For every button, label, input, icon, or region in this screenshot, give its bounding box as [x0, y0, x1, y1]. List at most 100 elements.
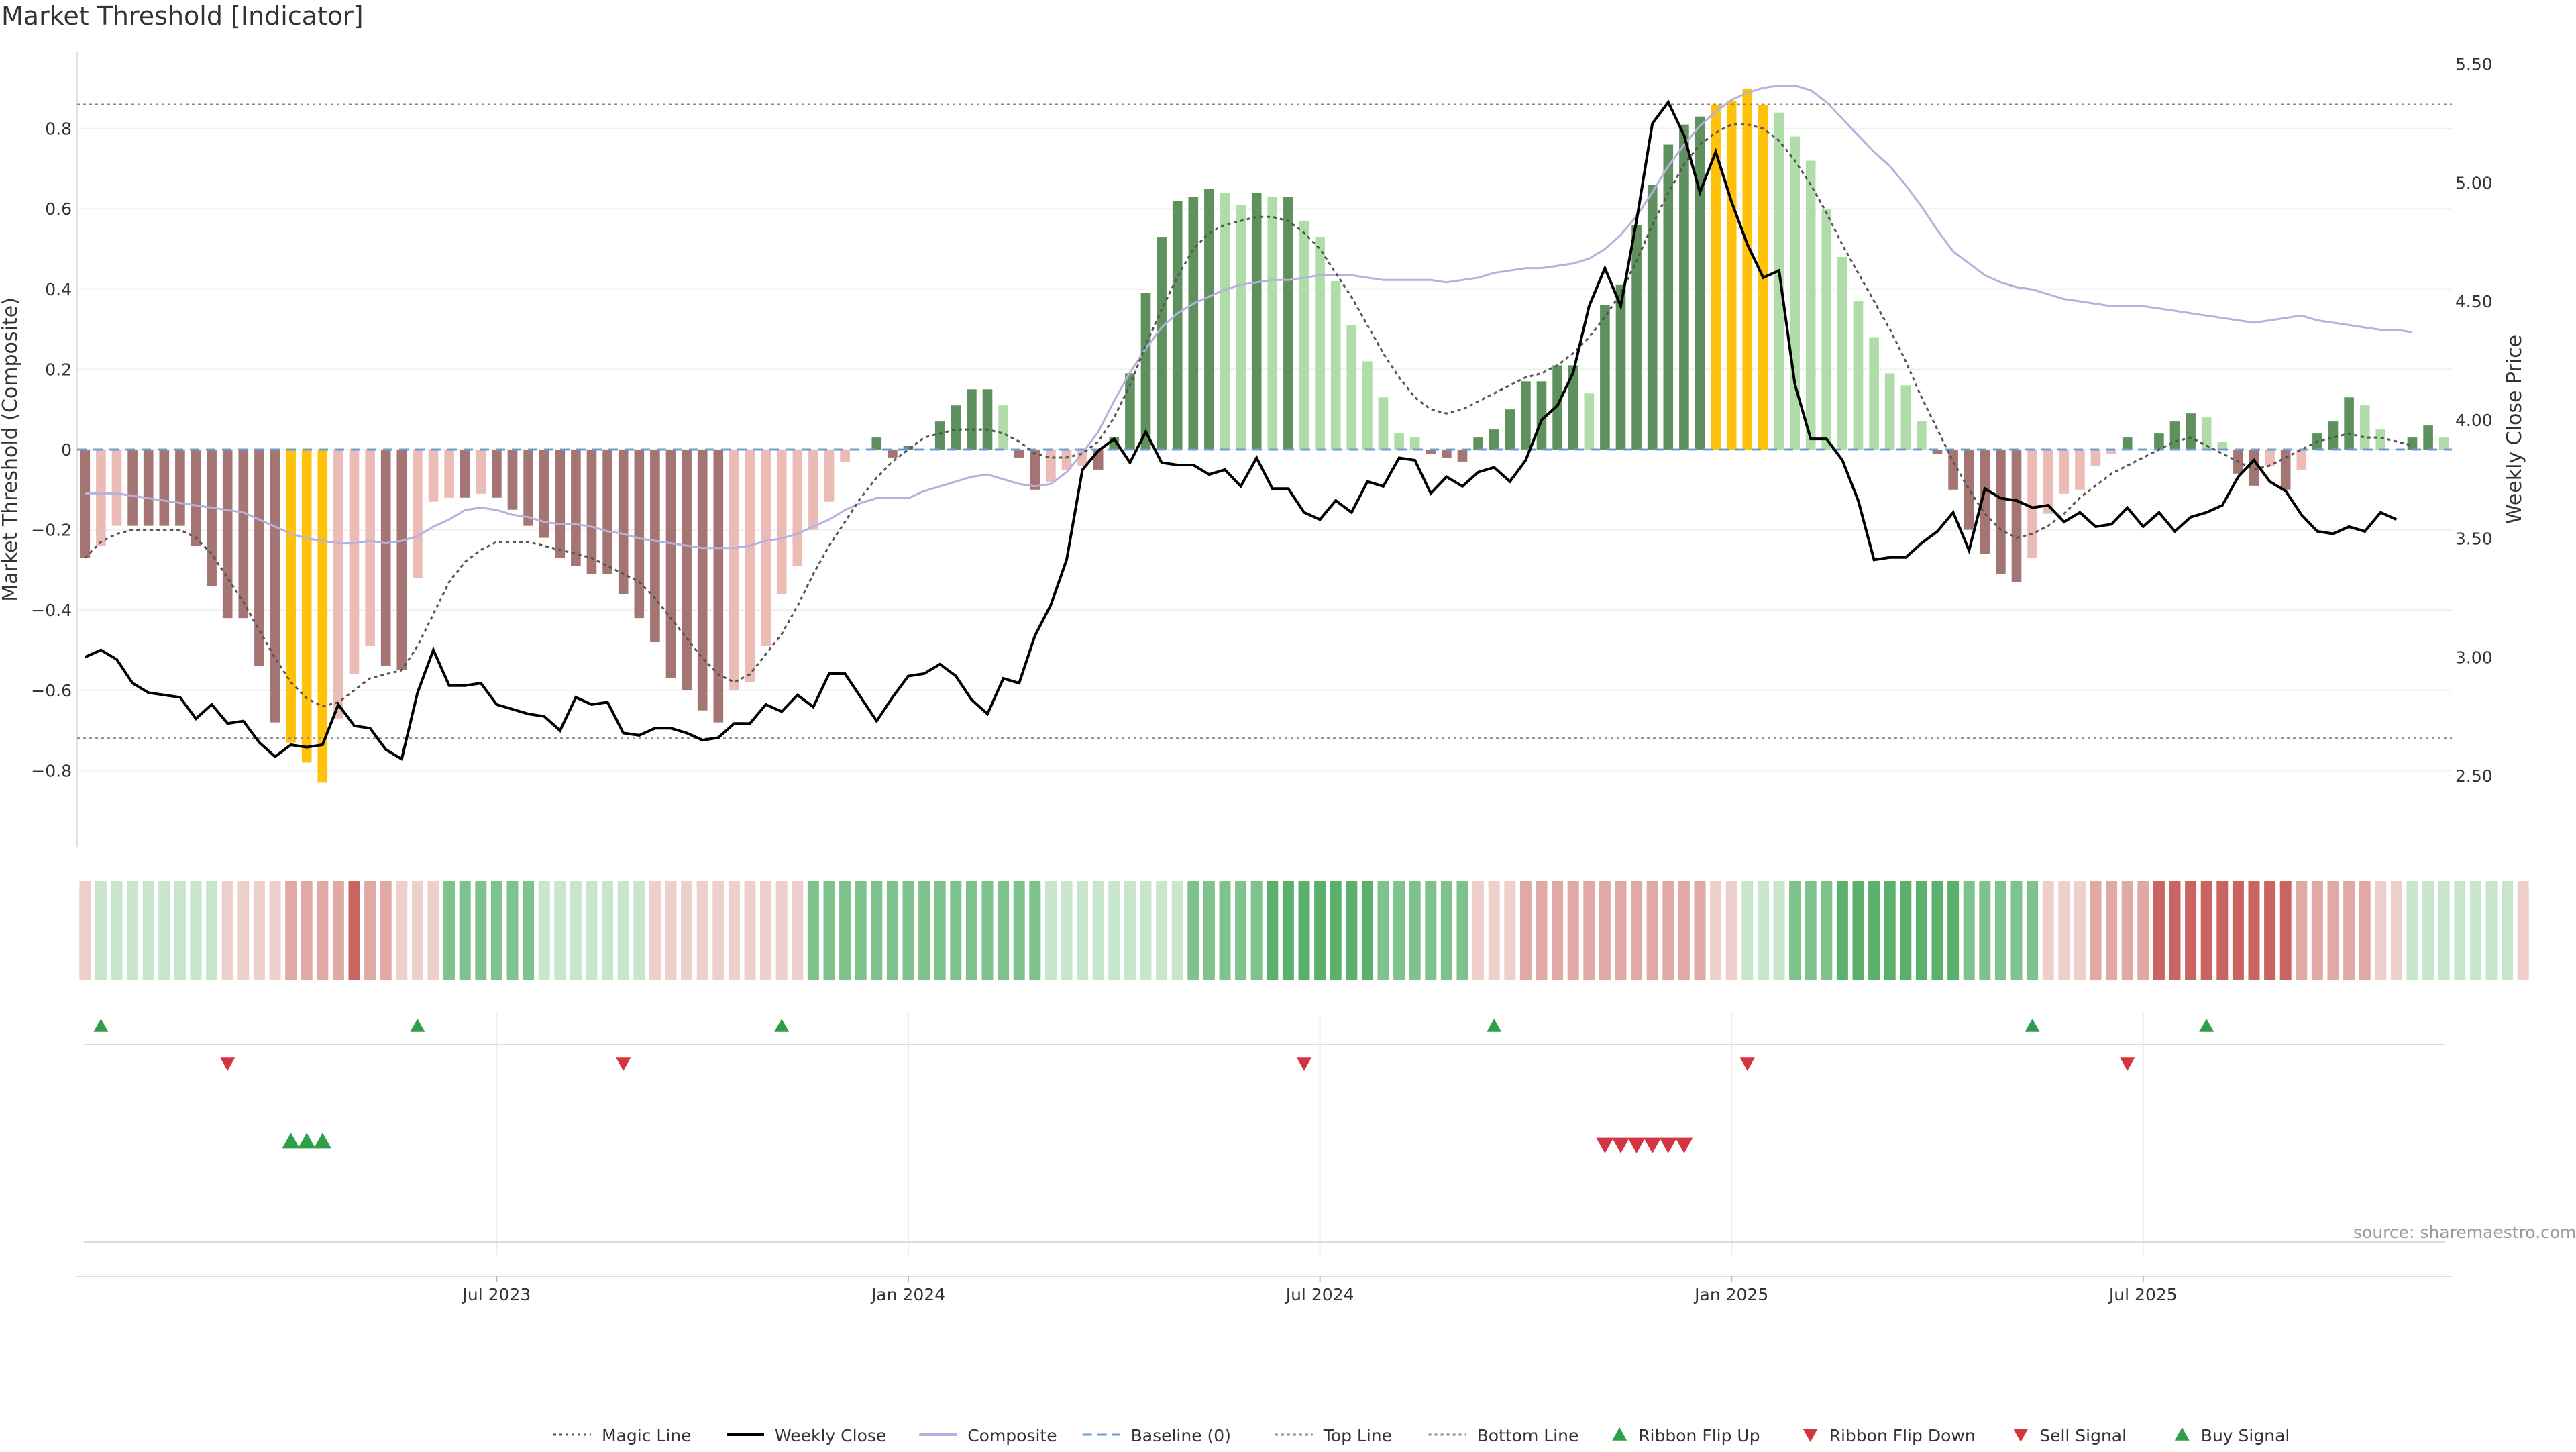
ribbon-cell [1741, 881, 1754, 980]
y-right-tick-label: 2.50 [2455, 766, 2493, 786]
composite-bar [1442, 450, 1452, 458]
ribbon-cell [2390, 881, 2402, 980]
composite-bar [1061, 450, 1072, 470]
legend-label: Baseline (0) [1131, 1426, 1231, 1445]
composite-bar [998, 405, 1008, 450]
composite-bar [761, 450, 771, 647]
buy-signal-marker [298, 1133, 316, 1149]
composite-bar [1521, 381, 1531, 450]
ribbon-cell [2517, 881, 2529, 980]
legend-label: Weekly Close [775, 1426, 886, 1445]
ribbon-cell [1805, 881, 1817, 980]
ribbon-cell [1678, 881, 1690, 980]
composite-bar [1948, 450, 1958, 490]
composite-bar [2217, 442, 2228, 450]
composite-bar [96, 450, 106, 546]
ribbon-cell [998, 881, 1010, 980]
ribbon-cell [2185, 881, 2197, 980]
composite-bar [840, 450, 850, 462]
composite-bar [317, 450, 328, 783]
composite-bar [745, 450, 755, 682]
legend-label: Sell Signal [2039, 1426, 2127, 1445]
ribbon-cell [1298, 881, 1310, 980]
ribbon-cell [1947, 881, 1960, 980]
ribbon-cell [364, 881, 376, 980]
ribbon-cell [1963, 881, 1975, 980]
composite-bar [2122, 437, 2133, 450]
composite-bar [2011, 450, 2022, 582]
ribbon-cell [981, 881, 994, 980]
magic-line [84, 123, 2413, 708]
composite-bar [207, 450, 217, 586]
ribbon-cell [142, 881, 154, 980]
ribbon-cell [174, 881, 186, 980]
composite-bar [460, 450, 470, 498]
ribbon-cell [1409, 881, 1421, 980]
composite-bar [571, 450, 581, 566]
composite-bar [2280, 450, 2291, 490]
ribbon-cell [855, 881, 867, 980]
buy-signal-marker [313, 1133, 331, 1149]
ribbon-cell [633, 881, 645, 980]
composite-bar [2154, 433, 2164, 450]
sell-signal-marker [1612, 1137, 1629, 1153]
ribbon-cell [2264, 881, 2276, 980]
composite-bar [1409, 437, 1420, 450]
composite-bar [1030, 450, 1040, 490]
composite-bar [270, 450, 280, 723]
composite-bar [2249, 450, 2259, 486]
ribbon-cell [712, 881, 724, 980]
ribbon-cell [1140, 881, 1152, 980]
composite-bar [1378, 397, 1389, 450]
legend-label: Buy Signal [2201, 1426, 2290, 1445]
composite-bar [1615, 284, 1626, 450]
legend-label: Composite [967, 1426, 1057, 1445]
ribbon-cell [681, 881, 693, 980]
composite-bar [934, 421, 945, 450]
composite-bar [523, 450, 533, 526]
composite-bar [2407, 437, 2418, 450]
composite-bar [191, 450, 201, 546]
ribbon-cell [2216, 881, 2229, 980]
composite-bar [333, 450, 343, 719]
composite-bar [143, 450, 154, 526]
composite-bar [1884, 373, 1895, 450]
composite-bar [1394, 433, 1404, 450]
composite-bar [2296, 450, 2307, 470]
ribbon-cell [1599, 881, 1611, 980]
ribbon-cell [396, 881, 408, 980]
ribbon-cell [1425, 881, 1437, 980]
composite-line [85, 85, 2413, 550]
ribbon-cell [443, 881, 455, 980]
ribbon-flip-down-marker [1739, 1057, 1755, 1071]
ribbon-cell [317, 881, 329, 980]
ribbon-cell [586, 881, 598, 980]
y-left-tick-label: −0.2 [31, 521, 72, 540]
ribbon-cell [538, 881, 550, 980]
ribbon-cell [2485, 881, 2498, 980]
composite-bar [1046, 450, 1056, 482]
y-right-tick-label: 5.00 [2455, 173, 2493, 193]
ribbon-cell [1900, 881, 1912, 980]
ribbon-cell [253, 881, 265, 980]
composite-bar [634, 450, 645, 619]
ribbon-cell [823, 881, 835, 980]
composite-bar [222, 450, 233, 619]
composite-bar [2059, 450, 2070, 494]
composite-bar [1330, 280, 1341, 450]
composite-bar [507, 450, 518, 510]
y-left-axis-title: Market Threshold (Composite) [0, 297, 22, 602]
ribbon-cell [1219, 881, 1231, 980]
composite-bar [1315, 237, 1325, 450]
composite-bar [1805, 160, 1816, 450]
ribbon-cell [1662, 881, 1674, 980]
ribbon-cell [1915, 881, 1927, 980]
ribbon-cell [1282, 881, 1294, 980]
composite-bar [1362, 361, 1373, 450]
composite-bar [1790, 136, 1800, 450]
ribbon-cell [1092, 881, 1104, 980]
ribbon-cell [2169, 881, 2181, 980]
composite-bar [1426, 450, 1436, 454]
ribbon-cell [2248, 881, 2260, 980]
